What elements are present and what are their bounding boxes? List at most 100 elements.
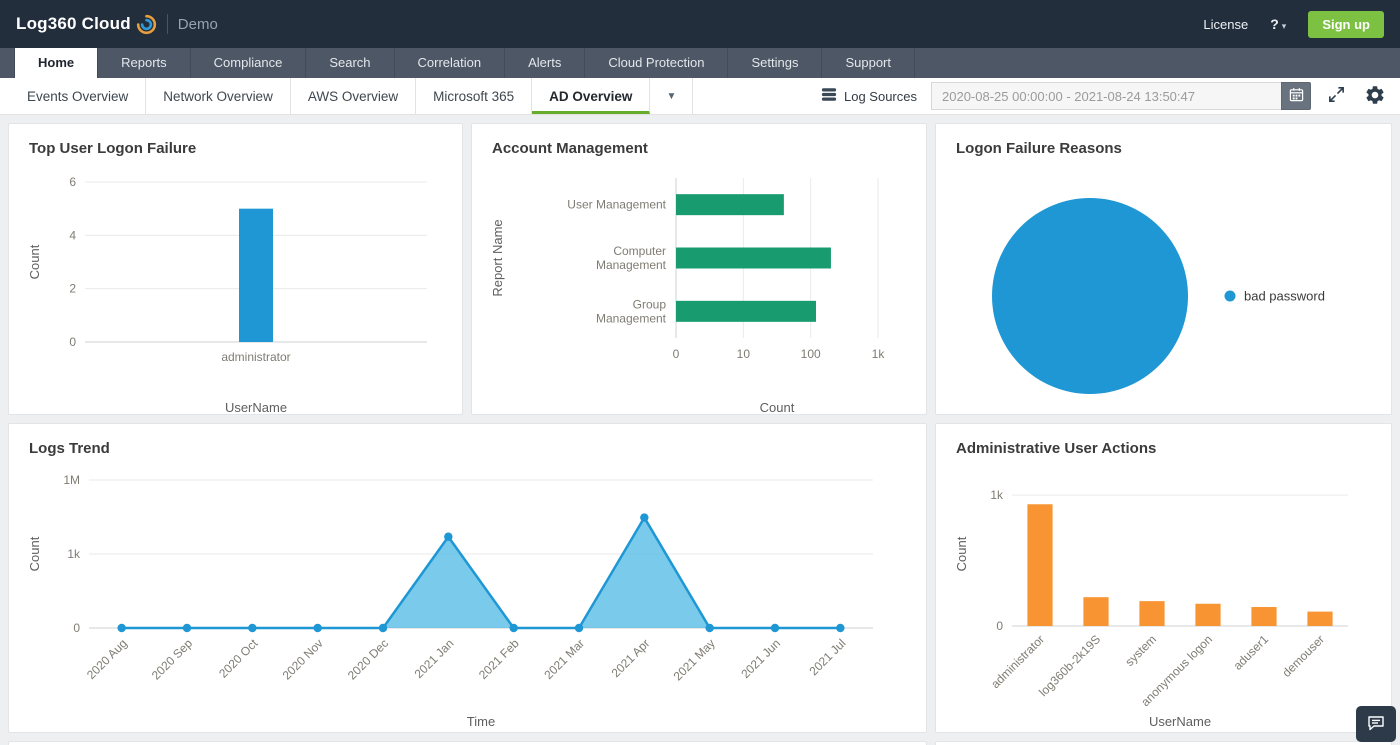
svg-text:Count: Count [27, 244, 42, 279]
svg-text:0: 0 [73, 621, 80, 635]
tab-settings[interactable]: Settings [728, 48, 823, 78]
svg-text:2021 Apr: 2021 Apr [609, 636, 653, 680]
card-partial-next-row [8, 741, 927, 745]
dashboard: Top User Logon Failure 0 2 4 6 administrator… [0, 115, 1400, 745]
card-title: Logon Failure Reasons [956, 140, 1122, 157]
brand: Log360 Cloud Demo [16, 14, 218, 35]
subnav-item-events-overview[interactable]: Events Overview [10, 78, 147, 114]
tab-alerts[interactable]: Alerts [505, 48, 586, 78]
svg-text:2021 May: 2021 May [671, 636, 718, 683]
log-sources-button[interactable]: Log Sources [821, 87, 917, 105]
brand-divider [166, 14, 168, 34]
svg-text:administrator: administrator [221, 350, 290, 364]
calendar-icon [1289, 87, 1304, 105]
card-partial-next-row [935, 741, 1392, 745]
svg-text:Count: Count [760, 400, 795, 415]
svg-text:2021 Mar: 2021 Mar [541, 636, 587, 682]
main-nav: Home Reports Compliance Search Correlation Al… [0, 48, 1400, 78]
svg-text:2020 Nov: 2020 Nov [280, 636, 326, 682]
settings-gear-icon [1364, 84, 1386, 109]
svg-text:bad password: bad password [1244, 289, 1325, 304]
svg-text:1M: 1M [63, 473, 80, 487]
chart-account-management[interactable]: 0 10 100 1k User Management Computer Managemen… [486, 166, 912, 415]
tab-support[interactable]: Support [822, 48, 915, 78]
signup-button[interactable]: Sign up [1308, 10, 1384, 38]
topbar-right: License ? ▾ Sign up [1203, 10, 1384, 38]
fullscreen-icon [1327, 85, 1346, 107]
help-label: ? [1270, 16, 1279, 32]
dashboard-settings-button[interactable] [1362, 82, 1388, 111]
svg-text:2020 Dec: 2020 Dec [345, 636, 391, 682]
database-icon [821, 87, 837, 105]
help-menu[interactable]: ? ▾ [1270, 16, 1286, 32]
subnav-item-network-overview[interactable]: Network Overview [146, 78, 291, 114]
chart-logon-failure-reasons[interactable]: bad password [950, 166, 1377, 414]
chart-top-user-logon-failure[interactable]: 0 2 4 6 administrator UserName Count [23, 166, 448, 415]
log-sources-label: Log Sources [844, 88, 917, 104]
svg-text:2021 Jan: 2021 Jan [412, 636, 457, 681]
caret-down-icon: ▾ [1281, 21, 1287, 31]
dashboard-selector-dropdown[interactable]: ▼ [650, 78, 694, 114]
card-top-user-logon-failure: Top User Logon Failure 0 2 4 6 administrator… [8, 123, 463, 415]
subnav-items: Events Overview Network Overview AWS Overv… [10, 78, 651, 114]
feedback-chat-icon [1366, 713, 1386, 736]
license-link[interactable]: License [1203, 16, 1249, 32]
svg-text:2021 Feb: 2021 Feb [476, 636, 522, 682]
svg-text:2020 Oct: 2020 Oct [216, 636, 261, 681]
chart-administrative-user-actions[interactable]: 0 1k administrator log360b-2k19S system anony… [950, 466, 1377, 732]
subnav-item-microsoft-365[interactable]: Microsoft 365 [416, 78, 533, 114]
card-title: Logs Trend [29, 440, 110, 457]
svg-text:Count: Count [954, 536, 969, 571]
svg-text:1k: 1k [872, 347, 886, 361]
svg-text:system: system [1122, 632, 1159, 669]
subnav-item-ad-overview[interactable]: AD Overview [532, 78, 651, 114]
card-administrative-user-actions: Administrative User Actions 0 1k administr… [935, 423, 1392, 733]
app-logo[interactable]: Log360 Cloud [16, 14, 131, 33]
topbar: Log360 Cloud Demo License ? ▾ Sign up [0, 0, 1400, 48]
svg-text:2021 Jul: 2021 Jul [806, 636, 848, 678]
svg-text:Count: Count [27, 536, 42, 571]
svg-text:0: 0 [996, 619, 1003, 633]
card-logs-trend: Logs Trend 0 1k 1M 2020 Aug 2020 Sep 2020 Oct… [8, 423, 927, 733]
card-title: Administrative User Actions [956, 440, 1157, 457]
svg-text:administrator: administrator [988, 632, 1047, 691]
svg-text:4: 4 [69, 228, 76, 242]
tab-compliance[interactable]: Compliance [191, 48, 307, 78]
card-account-management: Account Management 0 10 100 1k User Manageme… [471, 123, 927, 415]
tab-reports[interactable]: Reports [98, 48, 191, 78]
svg-text:UserName: UserName [225, 400, 287, 415]
svg-text:0: 0 [673, 347, 680, 361]
tab-home[interactable]: Home [14, 48, 99, 78]
svg-text:Time: Time [467, 714, 495, 729]
svg-text:0: 0 [69, 335, 76, 349]
svg-text:UserName: UserName [1149, 714, 1211, 729]
card-title: Top User Logon Failure [29, 140, 197, 157]
card-logon-failure-reasons: Logon Failure Reasons bad password [935, 123, 1392, 415]
tab-cloud-protection[interactable]: Cloud Protection [585, 48, 729, 78]
calendar-button[interactable] [1281, 82, 1311, 110]
chart-logs-trend[interactable]: 0 1k 1M 2020 Aug 2020 Sep 2020 Oct 2020 Nov 202… [23, 466, 912, 732]
subnav-right: Log Sources [821, 78, 1390, 114]
chevron-down-icon: ▼ [666, 90, 677, 102]
subnav-item-aws-overview[interactable]: AWS Overview [291, 78, 417, 114]
svg-text:1k: 1k [67, 547, 81, 561]
card-title: Account Management [492, 140, 648, 157]
demo-label: Demo [177, 15, 218, 33]
logo-swirl-icon [136, 14, 157, 35]
svg-text:aduser1: aduser1 [1231, 632, 1272, 673]
svg-text:2021 Jun: 2021 Jun [738, 636, 783, 681]
tab-correlation[interactable]: Correlation [395, 48, 506, 78]
svg-text:10: 10 [737, 347, 751, 361]
svg-text:Report Name: Report Name [490, 219, 505, 296]
svg-text:demouser: demouser [1279, 632, 1327, 680]
svg-text:100: 100 [801, 347, 821, 361]
svg-text:2: 2 [69, 282, 76, 296]
fullscreen-button[interactable] [1325, 83, 1348, 109]
date-range-input[interactable] [931, 82, 1281, 110]
subnav: Events Overview Network Overview AWS Overv… [0, 78, 1400, 115]
tab-search[interactable]: Search [306, 48, 395, 78]
feedback-button[interactable] [1356, 706, 1396, 742]
svg-text:User Management: User Management [567, 198, 666, 212]
